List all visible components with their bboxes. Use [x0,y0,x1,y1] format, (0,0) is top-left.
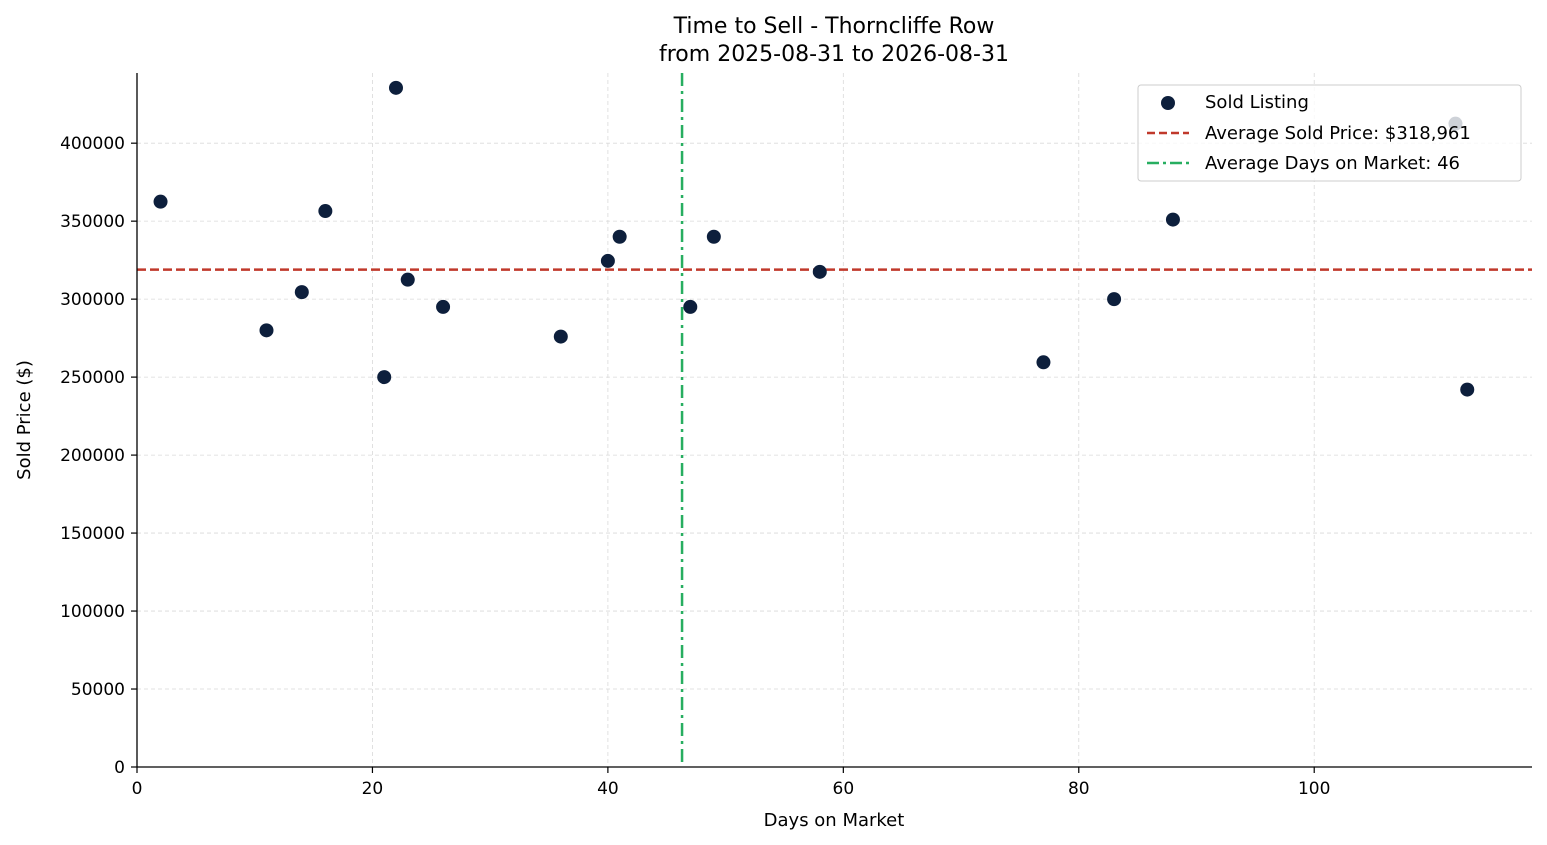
legend-marker-sold-listing [1161,96,1175,110]
legend-label-average-days: Average Days on Market: 46 [1205,153,1460,174]
data-point [683,299,698,314]
reference-lines [137,73,1532,767]
y-tick-label: 250000 [60,368,125,388]
chart-subtitle: from 2025-08-31 to 2026-08-31 [659,42,1009,67]
data-point [1460,382,1475,397]
x-tick-label: 60 [833,779,855,799]
data-point [553,329,568,344]
data-point [294,285,309,300]
y-tick-label: 150000 [60,524,125,544]
chart-title: Time to Sell - Thorncliffe Row [673,14,995,39]
data-point [400,272,415,287]
scatter-points [153,80,1475,397]
ticks: 0 20 40 60 80 100 0 50000 100000 150000 200000 2500… [60,134,1330,799]
x-tick-label: 40 [597,779,619,799]
data-point [436,299,451,314]
data-point [612,229,627,244]
data-point [706,229,721,244]
legend: Sold Listing Average Sold Price: $318,96… [1137,84,1522,182]
data-point [388,80,403,95]
y-tick-label: 350000 [60,212,125,232]
y-tick-label: 400000 [60,134,125,154]
legend-label-average-price: Average Sold Price: $318,961 [1205,123,1471,144]
x-tick-label: 20 [362,779,384,799]
data-point [812,264,827,279]
data-point [1107,292,1122,307]
y-tick-label: 100000 [60,602,125,622]
data-point [1036,355,1051,370]
x-tick-label: 100 [1298,779,1330,799]
data-point [259,323,274,338]
x-tick-label: 0 [132,779,143,799]
data-point [153,194,168,209]
axes [136,73,1532,768]
data-point [377,370,392,385]
x-axis-label: Days on Market [764,810,905,831]
y-tick-label: 300000 [60,290,125,310]
data-point [318,204,333,219]
data-point [1165,212,1180,227]
y-tick-label: 200000 [60,446,125,466]
legend-box [1137,84,1522,182]
y-tick-label: 0 [114,758,125,778]
x-tick-label: 80 [1068,779,1090,799]
y-tick-label: 50000 [71,680,125,700]
legend-label-sold-listing: Sold Listing [1205,92,1309,113]
data-point [600,253,615,268]
y-axis-label: Sold Price ($) [14,360,35,480]
